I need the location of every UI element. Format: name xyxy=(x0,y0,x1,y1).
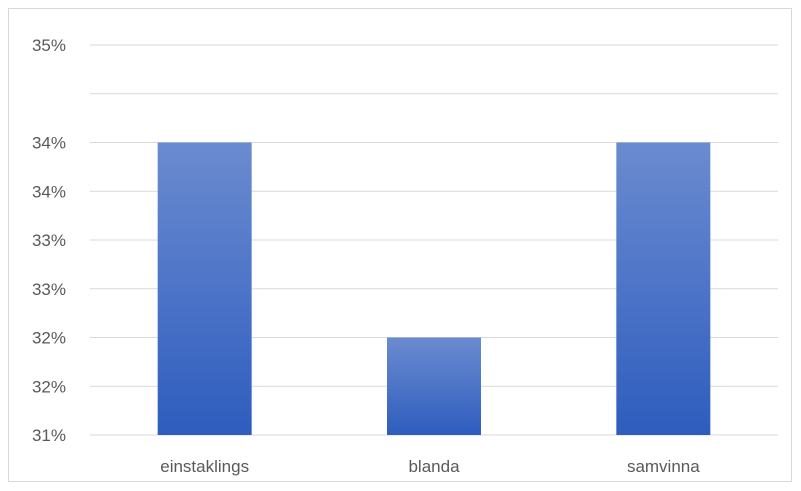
x-tick-label: blanda xyxy=(408,457,460,476)
y-tick-label: 33% xyxy=(32,280,66,299)
x-tick-label: einstaklings xyxy=(160,457,249,476)
bar-blanda xyxy=(387,337,481,435)
x-axis-ticks: einstaklings blanda samvinna xyxy=(160,457,700,476)
y-tick-label: 32% xyxy=(32,377,66,396)
bar-samvinna xyxy=(616,142,711,435)
y-axis-ticks: 31% 32% 32% 33% 33% 34% 34% 35% xyxy=(32,36,66,445)
y-tick-label: 34% xyxy=(32,182,66,201)
bars xyxy=(157,142,711,435)
bar-einstaklings xyxy=(157,142,252,435)
y-tick-label: 32% xyxy=(32,329,66,348)
y-tick-label: 35% xyxy=(32,36,66,55)
y-tick-label: 33% xyxy=(32,231,66,250)
y-tick-label: 34% xyxy=(32,134,66,153)
x-tick-label: samvinna xyxy=(627,457,700,476)
y-tick-label: 31% xyxy=(32,426,66,445)
